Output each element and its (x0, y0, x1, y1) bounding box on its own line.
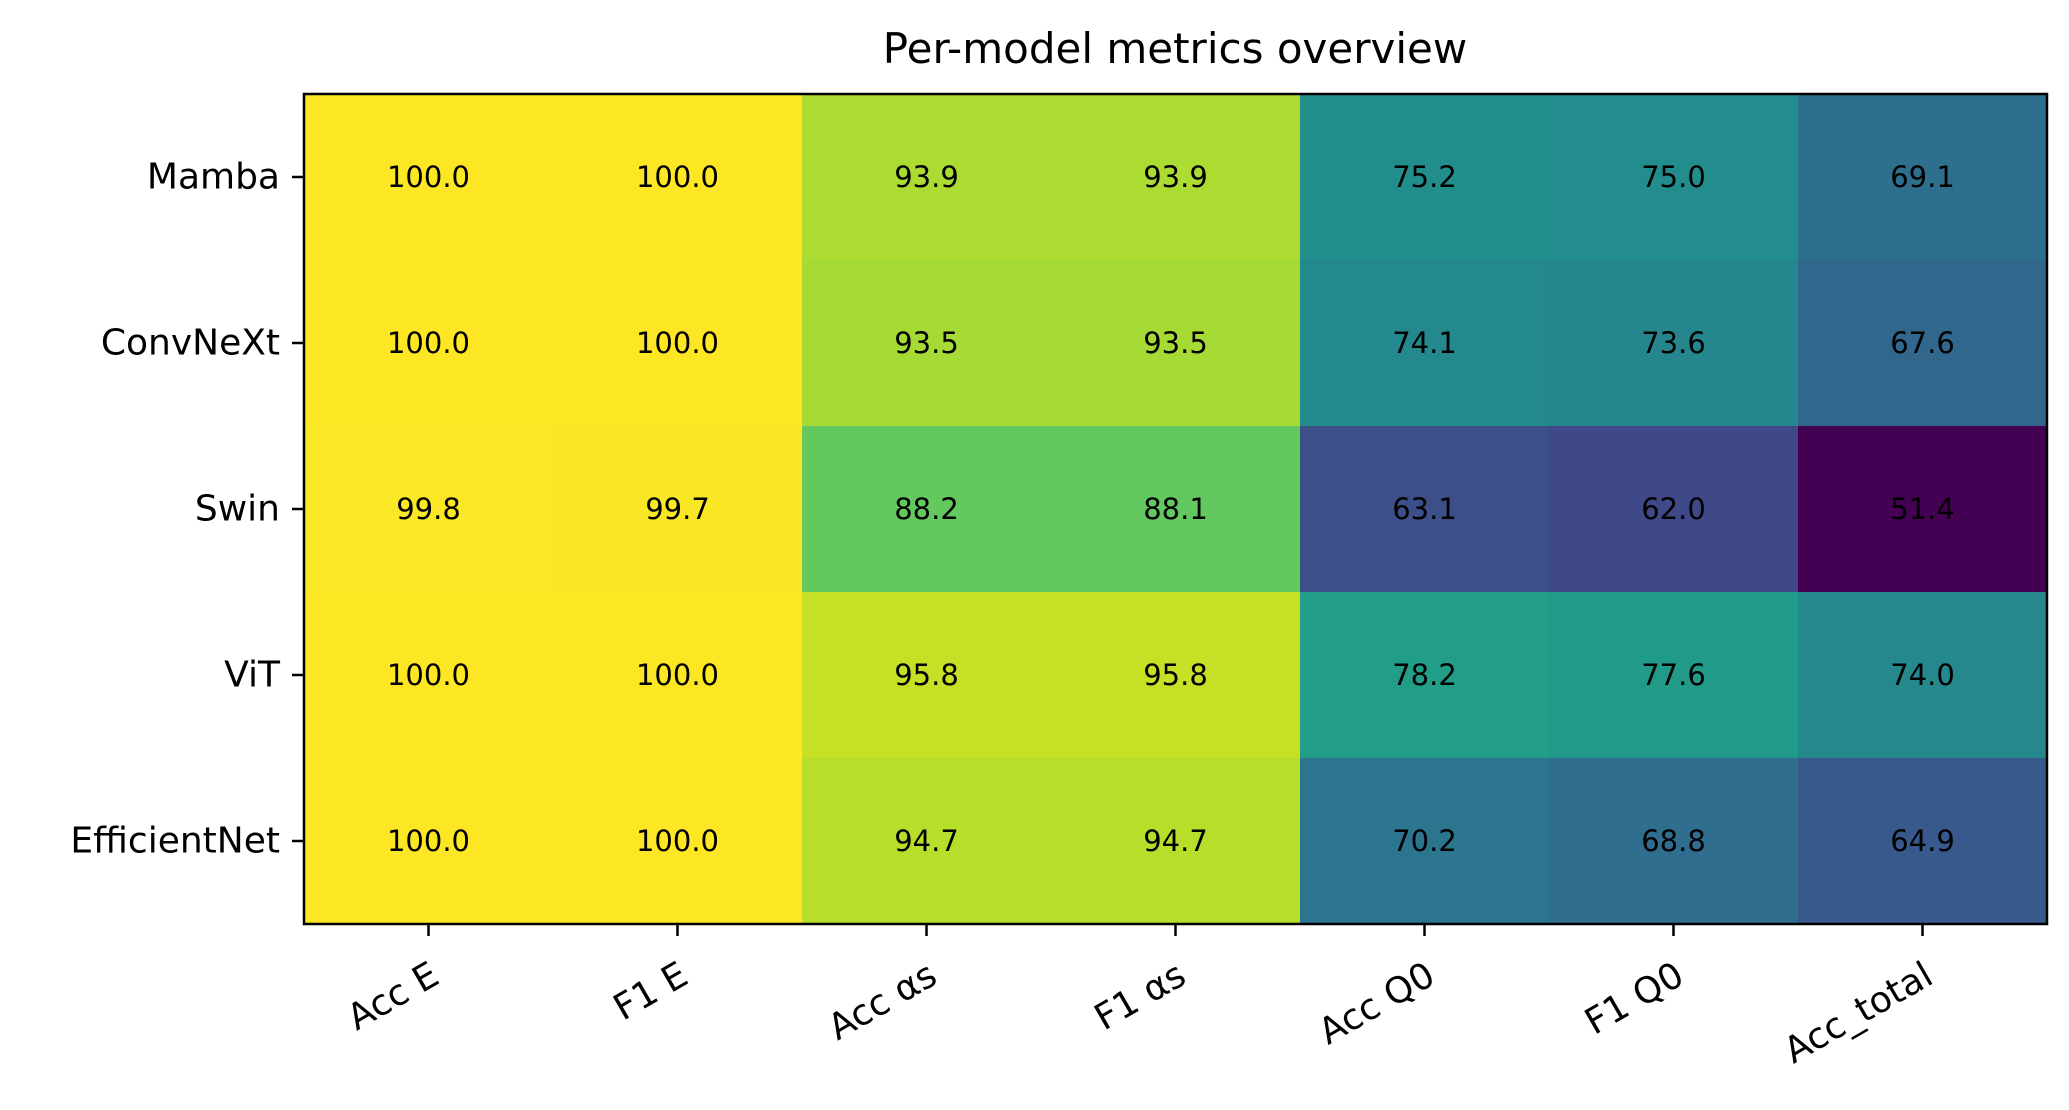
cell-value-label: 93.9 (1143, 160, 1208, 194)
cell-value-label: 100.0 (636, 824, 719, 858)
heatmap-cell (304, 94, 554, 261)
heatmap-cell (1051, 592, 1301, 759)
y-tick-label: Mamba (147, 157, 280, 198)
heatmap-cell (1300, 94, 1550, 261)
x-tick-label: Acc_total (1777, 954, 1939, 1071)
heatmap-cell (304, 260, 554, 427)
cell-value-label: 51.4 (1890, 492, 1955, 526)
cell-value-label: 100.0 (636, 658, 719, 692)
cell-value-label: 74.1 (1392, 326, 1457, 360)
cell-value-label: 77.6 (1641, 658, 1706, 692)
cell-value-label: 94.7 (1143, 824, 1208, 858)
cell-value-label: 67.6 (1890, 326, 1955, 360)
x-axis: Acc E F1 E Acc αs F1 αs Acc Q0 F1 Q0 Acc_total (341, 924, 1940, 1072)
cell-value-label: 75.2 (1392, 160, 1457, 194)
cell-value-label: 95.8 (894, 658, 959, 692)
heatmap-cell (802, 94, 1052, 261)
heatmap-cell (553, 758, 803, 925)
heatmap-cell (1549, 758, 1799, 925)
heatmap-cell (802, 758, 1052, 925)
heatmap-cell (1300, 426, 1550, 593)
y-tick-label: ViT (224, 655, 281, 696)
heatmap-cell (802, 260, 1052, 427)
heatmap-cell (1300, 260, 1550, 427)
heatmap-cell (1549, 94, 1799, 261)
cell-value-label: 78.2 (1392, 658, 1457, 692)
cell-value-label: 100.0 (636, 160, 719, 194)
cell-value-label: 99.7 (645, 492, 710, 526)
cell-value-label: 64.9 (1890, 824, 1955, 858)
heatmap-cell (1798, 426, 2048, 593)
x-tick-label: Acc αs (822, 954, 944, 1048)
heatmap-cell (1051, 426, 1301, 593)
cell-value-label: 69.1 (1890, 160, 1955, 194)
heatmap-cell (802, 426, 1052, 593)
cell-value-label: 88.2 (894, 492, 959, 526)
chart-title: Per-model metrics overview (883, 24, 1467, 73)
heatmap-cell (304, 758, 554, 925)
heatmap-cell (553, 260, 803, 427)
x-tick-label: F1 αs (1088, 954, 1193, 1038)
x-tick-label: F1 E (607, 954, 695, 1028)
heatmap-cells (304, 94, 2048, 925)
cell-value-label: 100.0 (387, 658, 470, 692)
heatmap-cell (1051, 260, 1301, 427)
heatmap-cell (553, 94, 803, 261)
x-tick-label: Acc Q0 (1312, 954, 1442, 1053)
heatmap-cell (1798, 94, 2048, 261)
cell-value-label: 93.9 (894, 160, 959, 194)
heatmap-cell (1549, 592, 1799, 759)
cell-value-label: 100.0 (387, 326, 470, 360)
heatmap-cell (1549, 426, 1799, 593)
cell-value-label: 75.0 (1641, 160, 1706, 194)
heatmap-cell (1300, 758, 1550, 925)
cell-value-label: 99.8 (396, 492, 461, 526)
heatmap-cell (1300, 592, 1550, 759)
cell-value-label: 100.0 (387, 824, 470, 858)
cell-value-label: 62.0 (1641, 492, 1706, 526)
cell-value-label: 70.2 (1392, 824, 1457, 858)
heatmap-cell (304, 592, 554, 759)
cell-value-label: 100.0 (387, 160, 470, 194)
cell-value-label: 95.8 (1143, 658, 1208, 692)
heatmap-cell-labels: 100.0 100.0 93.9 93.9 75.2 75.0 69.1 100.0 100.0… (387, 160, 1955, 858)
heatmap-cell (1051, 94, 1301, 261)
cell-value-label: 63.1 (1392, 492, 1457, 526)
heatmap-cell (304, 426, 554, 593)
cell-value-label: 73.6 (1641, 326, 1706, 360)
x-tick-label: F1 Q0 (1578, 954, 1691, 1043)
cell-value-label: 74.0 (1890, 658, 1955, 692)
y-tick-label: ConvNeXt (101, 323, 280, 364)
heatmap-cell (553, 592, 803, 759)
cell-value-label: 93.5 (894, 326, 959, 360)
heatmap-cell (1798, 592, 2048, 759)
heatmap-cell (553, 426, 803, 593)
cell-value-label: 100.0 (636, 326, 719, 360)
cell-value-label: 88.1 (1143, 492, 1208, 526)
y-axis: Mamba ConvNeXt Swin ViT EfficientNet (70, 157, 304, 862)
cell-value-label: 94.7 (894, 824, 959, 858)
heatmap-cell (1798, 758, 2048, 925)
cell-value-label: 93.5 (1143, 326, 1208, 360)
heatmap-cell (1798, 260, 2048, 427)
heatmap-cell (1549, 260, 1799, 427)
cell-value-label: 68.8 (1641, 824, 1706, 858)
x-tick-label: Acc E (341, 954, 446, 1038)
y-tick-label: EfficientNet (70, 821, 280, 862)
heatmap-cell (1051, 758, 1301, 925)
y-tick-label: Swin (195, 489, 280, 530)
heatmap-cell (802, 592, 1052, 759)
